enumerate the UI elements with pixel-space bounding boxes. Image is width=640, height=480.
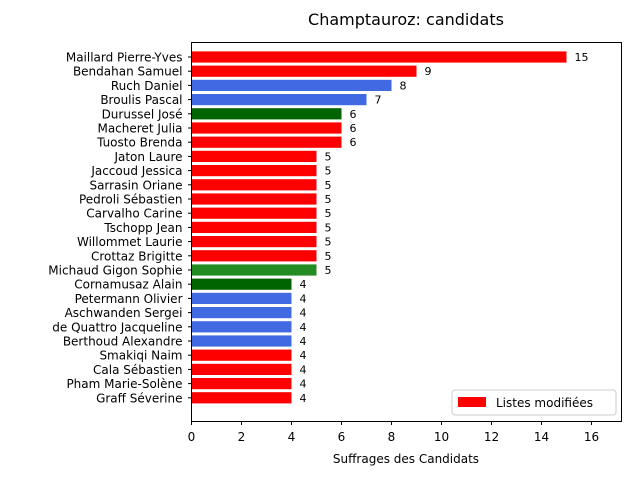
bar — [191, 207, 317, 219]
x-tick-label: 4 — [288, 430, 296, 444]
bars-layer — [191, 51, 567, 404]
bar-value-label: 6 — [350, 122, 357, 135]
x-tick-label: 12 — [484, 430, 499, 444]
y-tick-label: Ruch Daniel — [111, 79, 183, 93]
bar-value-label: 5 — [325, 250, 332, 263]
bar — [191, 335, 292, 347]
bar — [191, 378, 292, 390]
bar — [191, 165, 317, 177]
x-tick-label: 8 — [388, 430, 396, 444]
y-tick-label: Cornamusaz Alain — [74, 278, 182, 292]
y-tick-label: Tuosto Brenda — [96, 136, 182, 150]
y-tick-label: Pedroli Sébastien — [79, 193, 183, 207]
x-tick-label: 6 — [338, 430, 346, 444]
bar-value-label: 8 — [400, 79, 407, 92]
bar — [191, 392, 292, 404]
x-tick-label: 2 — [238, 430, 246, 444]
legend-label: Listes modifiées — [496, 396, 593, 410]
y-tick-label: Jaccoud Jessica — [90, 164, 182, 178]
y-tick-label: Pham Marie-Solène — [66, 377, 182, 391]
legend: Listes modifiées — [451, 389, 617, 416]
bar-value-label: 4 — [300, 392, 307, 405]
y-tick-label: Tschopp Jean — [103, 221, 182, 235]
y-tick-label: Graff Séverine — [96, 391, 182, 405]
chart-title: Champtauroz: candidats — [308, 10, 504, 29]
y-tick-label: Bendahan Samuel — [73, 65, 183, 79]
x-tick-label: 0 — [188, 430, 196, 444]
legend-frame — [451, 389, 617, 416]
x-ticks-layer: 0 2 4 6 8 10 12 14 16 — [188, 421, 599, 444]
bar — [191, 363, 292, 375]
bar — [191, 122, 342, 134]
bar-value-label: 5 — [325, 165, 332, 178]
x-tick-label: 10 — [434, 430, 449, 444]
bar-value-label: 5 — [325, 150, 332, 163]
bar — [191, 221, 317, 233]
bar-value-label: 5 — [325, 193, 332, 206]
bar — [191, 65, 417, 77]
legend-swatch — [458, 397, 486, 407]
x-tick-label: 14 — [534, 430, 549, 444]
bar — [191, 150, 317, 162]
bar — [191, 292, 292, 304]
y-tick-label: Sarrasin Oriane — [89, 178, 182, 192]
bar — [191, 179, 317, 191]
y-tick-label: Michaud Gigon Sophie — [48, 264, 182, 278]
bar-value-label: 5 — [325, 221, 332, 234]
y-tick-label: Smakiqi Naim — [99, 349, 182, 363]
bar-value-label: 4 — [300, 335, 307, 348]
bar-value-label: 4 — [300, 321, 307, 334]
bar — [191, 250, 317, 262]
y-tick-label: Crottaz Brigitte — [91, 249, 183, 263]
bar — [191, 51, 567, 63]
bar-value-label: 15 — [575, 51, 589, 64]
y-tick-label: Berthoud Alexandre — [63, 335, 183, 349]
y-tick-label: Macheret Julia — [97, 122, 182, 136]
bar — [191, 278, 292, 290]
y-tick-label: Maillard Pierre-Yves — [66, 51, 183, 65]
bar-value-label: 7 — [375, 94, 382, 107]
bar-value-label: 5 — [325, 207, 332, 220]
y-tick-label: Aschwanden Sergei — [65, 306, 183, 320]
y-tick-label: Petermann Olivier — [75, 292, 183, 306]
bar — [191, 108, 342, 120]
y-tick-label: de Quattro Jacqueline — [52, 320, 182, 334]
bar — [191, 94, 367, 106]
bar — [191, 236, 317, 248]
y-tick-label: Broulis Pascal — [100, 93, 182, 107]
bar — [191, 349, 292, 361]
plot-frame — [191, 42, 622, 422]
bar-value-label: 4 — [300, 363, 307, 376]
y-tick-label: Jaton Laure — [113, 150, 182, 164]
y-tick-label: Willommet Laurie — [77, 235, 183, 249]
bar — [191, 321, 292, 333]
bar — [191, 79, 392, 91]
bar-value-label: 4 — [300, 307, 307, 320]
x-tick-label: 16 — [584, 430, 599, 444]
bar — [191, 307, 292, 319]
bar — [191, 136, 342, 148]
y-tick-label: Carvalho Carine — [86, 207, 182, 221]
y-tick-label: Cala Sébastien — [93, 363, 182, 377]
bar-value-label: 5 — [325, 236, 332, 249]
bar-value-label: 4 — [300, 349, 307, 362]
y-tick-label: Durussel José — [102, 107, 183, 121]
bar-value-label: 5 — [325, 264, 332, 277]
bar-value-label: 4 — [300, 278, 307, 291]
bar-value-label: 9 — [425, 65, 432, 78]
bar-value-label: 6 — [350, 136, 357, 149]
bar — [191, 264, 317, 276]
bar-value-label: 4 — [300, 378, 307, 391]
bar — [191, 193, 317, 205]
bar-value-label: 5 — [325, 179, 332, 192]
bar-value-label: 6 — [350, 108, 357, 121]
x-axis-label: Suffrages des Candidats — [333, 452, 479, 466]
bar-value-label: 4 — [300, 292, 307, 305]
